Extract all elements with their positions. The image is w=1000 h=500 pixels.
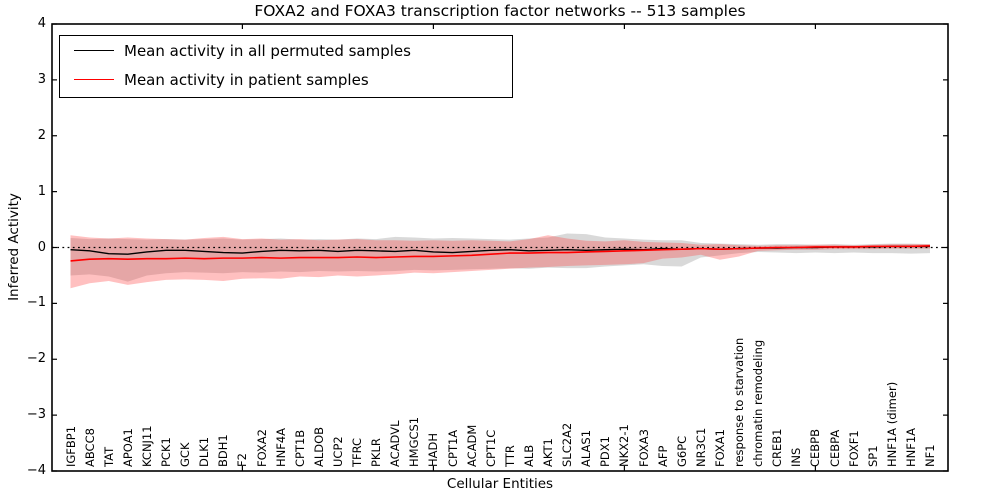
x-tick-label: HNF4A [273,427,288,467]
x-tick-label: FOXA2 [254,429,269,467]
x-tick-label: G6PC [674,435,689,467]
x-tick-label: AFP [655,445,670,467]
x-tick-label: UCP2 [330,436,345,467]
x-tick-label: NKX2-1 [617,424,632,467]
permuted-std-band [70,233,930,282]
x-tick-label: SLC2A2 [560,422,575,467]
legend-label: Mean activity in all permuted samples [124,41,411,60]
legend-label: Mean activity in patient samples [124,70,369,89]
x-tick-label: TFRC [350,437,364,467]
x-tick-label: HNF1A (dimer) [884,381,899,467]
x-tick-label: PKLR [369,438,384,467]
x-tick-label: ALAS1 [579,429,594,467]
permuted-line-sample [74,50,114,51]
y-tick-label: 2 [37,127,46,143]
y-tick-label: 4 [37,16,46,31]
x-tick-label: chromatin remodeling [751,339,766,467]
y-tick-label: −4 [26,463,46,478]
x-tick-label: PCK1 [159,437,173,467]
x-tick-label: NF1 [923,444,937,467]
x-tick-label: INS [789,447,804,467]
x-tick-label: DLK1 [197,436,212,467]
x-tick-label: HMGCS1 [407,416,422,467]
x-tick-label: SP1 [865,445,880,467]
x-tick-label: PDX1 [598,436,613,467]
x-tick-label: FOXA3 [636,429,651,467]
patient-line-sample [74,79,114,80]
x-tick-label: GCK [178,442,193,467]
x-tick-label: CREB1 [770,428,785,468]
x-tick-label: IGFBP1 [63,425,78,467]
x-tick-label: CEBPB [808,428,823,467]
x-axis-label: Cellular Entities [446,476,554,492]
x-tick-label: ACADM [464,424,479,467]
legend-item-patient: Mean activity in patient samples [60,65,512,94]
y-tick-label: −3 [26,407,46,423]
legend: Mean activity in all permuted samples Me… [59,35,513,98]
x-tick-label: AKT1 [541,438,555,467]
x-tick-label: CPT1C [483,429,498,467]
x-tick-label: TTR [502,445,517,467]
x-tick-label: ALB [521,444,536,467]
legend-item-permuted: Mean activity in all permuted samples [60,36,512,65]
x-tick-label: KCNJ11 [139,425,154,467]
y-tick-label: 1 [37,183,46,199]
x-tick-label: CPT1B [292,429,307,467]
x-tick-label: F2 [235,453,250,467]
patient-std-band [70,235,930,289]
chart-title: FOXA2 and FOXA3 transcription factor net… [254,2,746,20]
x-tick-label: CEBPA [827,429,842,467]
y-tick-label: 3 [37,71,46,87]
x-tick-label: NR3C1 [693,427,708,467]
x-tick-label: FOXA1 [712,429,727,467]
y-tick-label: −1 [26,295,46,311]
y-tick-label: 0 [37,239,46,255]
x-tick-label: FOXF1 [846,430,861,467]
x-tick-label: CPT1A [445,429,460,467]
x-tick-label: APOA1 [120,428,135,467]
patient-mean-line [70,245,931,262]
x-tick-label: BDH1 [216,434,231,467]
x-tick-label: ABCC8 [82,428,97,467]
x-tick-label: TAT [101,446,116,467]
x-tick-label: response to starvation [732,337,746,467]
x-tick-label: HNF1A [903,427,918,467]
x-tick-label: ACADVL [388,420,403,468]
x-tick-label: HADH [426,432,441,467]
x-tick-label: ALDOB [311,426,326,467]
y-tick-label: −2 [26,351,46,367]
